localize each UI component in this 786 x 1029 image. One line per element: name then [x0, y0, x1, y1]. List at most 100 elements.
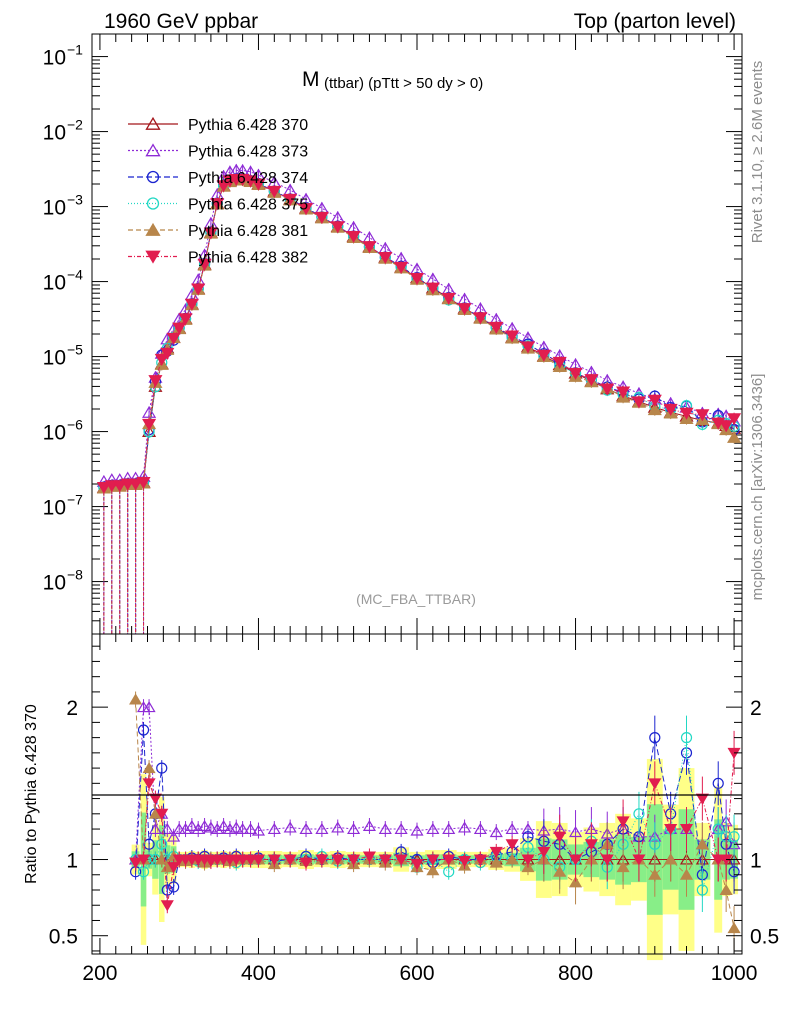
ratio-point [204, 821, 218, 833]
data-point [216, 180, 231, 193]
ratio-point [167, 830, 181, 842]
main-panel: 10−110−210−310−410−510−610−710−8 M (ttba… [43, 33, 743, 635]
ratio-point [243, 822, 258, 835]
ratio-point [347, 854, 361, 866]
y-tick-label: 10 [43, 347, 66, 370]
ratio-point [633, 808, 645, 820]
data-point [568, 367, 583, 380]
ratio-point [142, 778, 156, 790]
ratio-y-ticks: 0.5 0.5 1 1 2 2 [49, 645, 779, 952]
ratio-point [142, 701, 156, 713]
data-point [283, 193, 298, 206]
mcplots-label: mcplots.cern.ch [arXiv:1306.3436] [749, 374, 766, 601]
ratio-point [711, 854, 725, 866]
ratio-point [426, 854, 440, 866]
ratio-point [143, 838, 155, 850]
data-point [663, 403, 678, 416]
ratio-point [680, 732, 693, 744]
ratio-point [362, 819, 376, 831]
data-point [441, 292, 456, 305]
ratio-point [410, 859, 424, 871]
ratio-point [442, 822, 456, 835]
data-point [203, 227, 218, 240]
data-point [473, 312, 488, 325]
ratio-point [458, 856, 472, 868]
ratio-point [283, 821, 297, 833]
ratio-point [331, 854, 345, 866]
data-point [191, 283, 206, 296]
ratio-y-label: Ratio to Pythia 6.428 370 [23, 704, 40, 884]
ratio-point [568, 854, 583, 866]
main-data [96, 163, 742, 634]
data-point [251, 178, 266, 191]
ratio-point [458, 821, 472, 833]
legend-label: Pythia 6.428 382 [188, 250, 308, 267]
ratio-point [600, 854, 614, 866]
ratio-point [679, 824, 694, 836]
ratio-y-tick-label-left: 1 [66, 850, 78, 873]
data-point [727, 430, 742, 443]
y-tick-label: 10 [43, 47, 66, 70]
data-point [142, 418, 157, 431]
y-tick-label: 10 [43, 272, 66, 295]
ratio-point [489, 856, 503, 868]
data-point [362, 241, 377, 254]
ratio-point [315, 822, 329, 835]
ratio-point [727, 921, 741, 934]
y-tick-exponent: −4 [67, 267, 83, 283]
data-point [647, 394, 662, 407]
ratio-point [161, 884, 173, 896]
ratio-point [156, 762, 168, 774]
ratio-point [426, 864, 440, 876]
ratio-point [236, 822, 250, 835]
y-tick-label: 10 [43, 572, 66, 595]
data-point [346, 231, 361, 244]
data-point [178, 313, 193, 326]
data-point [536, 349, 551, 362]
ratio-point [178, 822, 193, 835]
legend-label: Pythia 6.428 373 [188, 144, 308, 161]
ratio-panel: 0.5 0.5 1 1 2 2 200 400 600 800 1000 Ratio to Pyt… [23, 34, 779, 985]
ratio-point [191, 822, 205, 835]
data-point [197, 258, 212, 271]
ratio-point [251, 854, 266, 866]
data-point [112, 480, 127, 493]
ratio-point [649, 838, 661, 850]
series-line [103, 169, 735, 482]
ratio-point [712, 777, 724, 789]
ratio-point [136, 854, 151, 866]
x-ticks: 200 400 600 800 1000 [82, 34, 757, 985]
ratio-point [267, 822, 281, 835]
data-point [128, 478, 143, 491]
ratio-point [185, 819, 199, 831]
ratio-point [168, 881, 180, 893]
data-point [267, 185, 282, 198]
ratio-point [167, 862, 181, 874]
data-point [314, 211, 329, 224]
ratio-frame [91, 633, 743, 955]
data-point [727, 413, 742, 426]
ratio-point [568, 825, 583, 838]
ratio-point [537, 846, 551, 859]
ratio-point [148, 793, 162, 805]
y-tick-label: 10 [43, 197, 66, 220]
ratio-point [664, 853, 678, 865]
ratio-point [160, 822, 174, 835]
data-point [647, 403, 662, 416]
ratio-point [137, 724, 150, 736]
ratio-point [129, 693, 143, 705]
ratio-point [142, 761, 156, 774]
ratio-y-tick-label-right: 1 [750, 850, 762, 873]
data-point [394, 261, 409, 274]
ratio-point [160, 900, 174, 912]
ratio-point [362, 851, 376, 863]
data-point [425, 282, 440, 295]
ratio-point [473, 854, 487, 866]
watermark: (MC_FBA_TTBAR) [356, 591, 476, 607]
data-point [695, 409, 710, 422]
ratio-point [299, 822, 313, 835]
legend-marker [145, 143, 161, 157]
y-tick-exponent: −5 [67, 342, 83, 358]
y-tick-label: 10 [43, 422, 66, 445]
